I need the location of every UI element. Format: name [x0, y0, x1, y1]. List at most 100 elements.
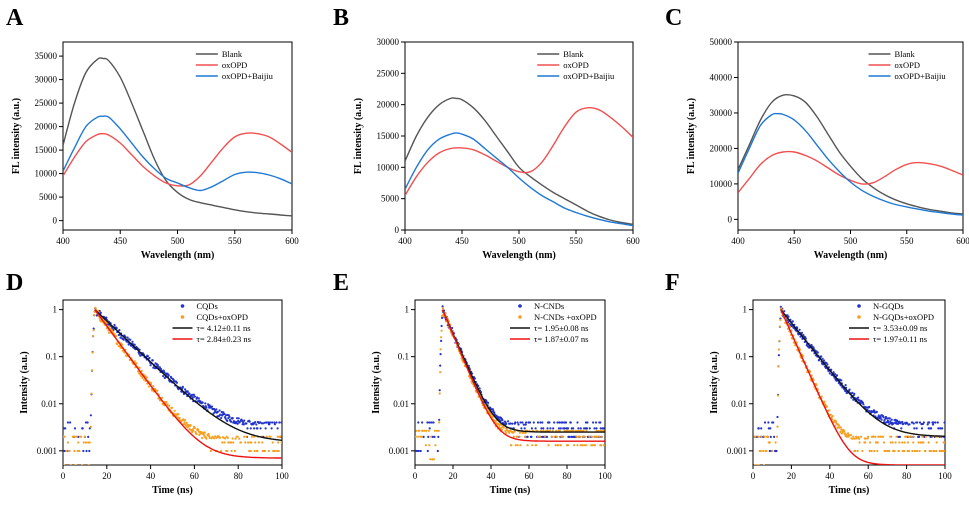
data-point [575, 429, 579, 432]
data-point [936, 421, 939, 424]
data-point [757, 427, 760, 430]
data-point [888, 423, 891, 426]
y-tick-label: 1 [405, 305, 410, 315]
data-point [82, 449, 85, 453]
data-point [209, 449, 212, 453]
data-point [909, 435, 913, 438]
data-point [419, 449, 422, 453]
data-point [218, 409, 221, 412]
data-point [553, 421, 556, 424]
data-point [555, 429, 558, 432]
data-point [585, 427, 589, 430]
data-point [913, 427, 916, 430]
data-point [88, 427, 91, 430]
data-point [762, 449, 765, 453]
data-point [138, 348, 141, 351]
data-point [932, 421, 935, 424]
data-point [837, 424, 841, 427]
data-point [873, 449, 876, 453]
data-point [415, 435, 417, 438]
data-point [214, 435, 217, 438]
data-point [927, 441, 930, 444]
data-point [524, 435, 527, 438]
plot-frame [62, 299, 283, 466]
data-point [553, 435, 556, 438]
y-tick-label: 30000 [377, 37, 400, 47]
data-point [230, 441, 233, 444]
data-point [544, 435, 547, 438]
data-point [926, 423, 929, 426]
data-point [146, 355, 149, 358]
x-tick-label: 400 [731, 236, 745, 246]
x-tick-label: 40 [487, 471, 497, 481]
legend-label: oxOPD [563, 60, 589, 70]
data-point [84, 421, 88, 424]
data-point [852, 435, 855, 438]
data-point [870, 449, 873, 453]
data-point [255, 423, 258, 426]
data-point [516, 435, 519, 438]
data-point [77, 435, 80, 438]
data-point [487, 401, 490, 404]
data-point [762, 464, 766, 465]
data-point [247, 441, 250, 444]
data-point [903, 449, 906, 453]
data-point [236, 417, 239, 420]
data-point [767, 421, 770, 424]
y-tick-label: 0.1 [46, 352, 57, 362]
data-point [105, 316, 108, 319]
x-tick-label: 40 [825, 471, 835, 481]
data-point [113, 332, 116, 335]
data-point [267, 449, 270, 453]
data-point [437, 429, 440, 432]
data-point [156, 363, 159, 366]
data-point [759, 449, 762, 453]
y-tick-label: 20000 [710, 143, 733, 153]
data-point [85, 449, 88, 453]
data-point [502, 426, 505, 429]
data-point [769, 435, 772, 438]
fit-curve [441, 309, 605, 433]
data-point [138, 366, 141, 369]
data-point [92, 327, 95, 330]
data-point [512, 435, 515, 438]
data-point [766, 435, 770, 438]
data-point [882, 416, 885, 419]
data-point [417, 435, 420, 438]
data-point [868, 410, 871, 413]
data-point [867, 435, 870, 438]
data-point [271, 441, 274, 444]
data-point [231, 437, 234, 440]
data-point [576, 444, 579, 447]
data-point [942, 449, 945, 453]
data-point [522, 431, 525, 434]
data-point [556, 421, 559, 424]
data-point [516, 421, 519, 424]
data-point [204, 402, 207, 405]
data-point [73, 449, 76, 453]
data-point [890, 418, 893, 421]
data-point [428, 444, 431, 447]
data-point [774, 441, 777, 444]
data-point [193, 426, 196, 429]
data-point [521, 421, 524, 424]
data-point [821, 357, 824, 360]
data-point [193, 395, 196, 398]
y-tick-label: 35000 [35, 51, 58, 61]
data-point [778, 325, 782, 328]
legend-label: oxOPD+Baijiu [895, 71, 947, 81]
data-point [233, 449, 236, 453]
data-point [89, 425, 92, 428]
x-tick-label: 500 [171, 236, 185, 246]
legend-marker [180, 315, 185, 319]
data-point [440, 329, 443, 332]
data-point [930, 449, 933, 453]
data-point [491, 408, 494, 411]
data-point [918, 435, 921, 438]
x-tick-label: 100 [938, 471, 952, 481]
y-tick-label: 0.1 [398, 352, 409, 362]
data-point [541, 421, 544, 424]
data-point [196, 396, 199, 399]
data-point [943, 421, 945, 424]
y-tick-label: 0 [728, 214, 733, 224]
